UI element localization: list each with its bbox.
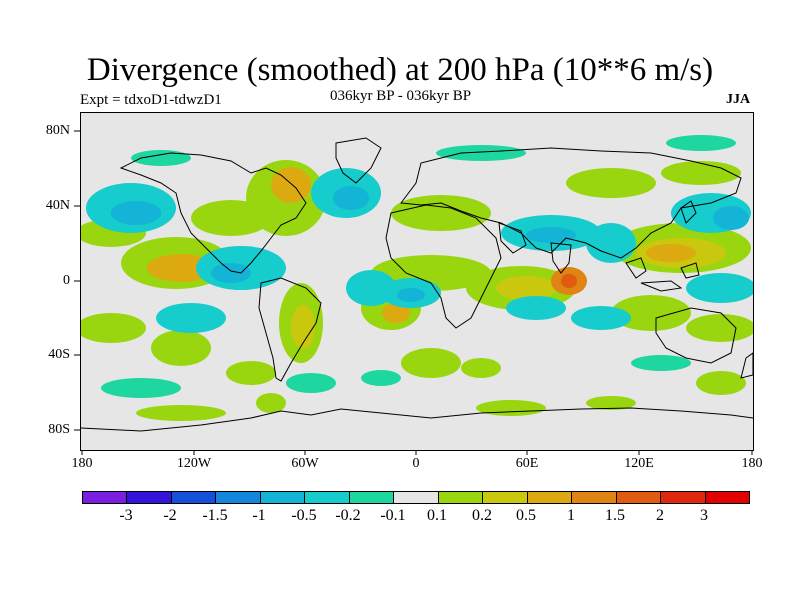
- field-region: [561, 274, 577, 288]
- colorbar-swatch: [438, 492, 484, 503]
- colorbar-swatch: [216, 492, 261, 503]
- lat-label-80n: 80N: [45, 123, 70, 138]
- field-region: [686, 314, 753, 342]
- coastlines: [81, 137, 753, 432]
- field-region: [713, 206, 749, 230]
- field-region: [586, 223, 636, 263]
- field-region: [136, 405, 226, 421]
- colorbar-label: 0.1: [427, 507, 447, 524]
- lat-label-40s: 40S: [48, 347, 70, 362]
- field-region: [571, 306, 631, 330]
- season-label: JJA: [726, 92, 751, 107]
- field-region: [382, 303, 410, 323]
- colorbar-label: -3: [119, 507, 133, 524]
- negative-regions: [86, 135, 753, 398]
- colorbar-swatch: [394, 492, 439, 503]
- colorbar-swatch: [349, 492, 395, 503]
- divergence-map: [80, 112, 754, 451]
- colorbar-swatch: [705, 492, 750, 503]
- chart-title: Divergence (smoothed) at 200 hPa (10**6 …: [86, 52, 714, 88]
- field-region: [496, 276, 556, 300]
- field-region: [666, 135, 736, 151]
- colorbar-label: 1: [567, 507, 575, 524]
- colorbar-swatch: [616, 492, 662, 503]
- colorbar-label: -0.2: [335, 507, 361, 524]
- field-region: [156, 303, 226, 333]
- colorbar-swatch: [305, 492, 350, 503]
- field-region: [631, 355, 691, 371]
- field-region: [256, 393, 286, 413]
- lon-label-120w: 120W: [176, 456, 212, 471]
- colorbar-label: 2: [656, 507, 664, 524]
- field-region: [361, 370, 401, 386]
- field-region: [111, 201, 161, 225]
- divergence-field: [81, 135, 753, 421]
- colorbar-swatch: [661, 492, 706, 503]
- lat-label-80s: 80S: [48, 422, 70, 437]
- colorbar-label: -0.5: [291, 507, 317, 524]
- lon-label-180w: 180: [71, 456, 93, 471]
- field-region: [101, 378, 181, 398]
- colorbar-label: 3: [700, 507, 708, 524]
- field-region: [506, 296, 566, 320]
- colorbar-label: 0.2: [472, 507, 492, 524]
- field-region: [291, 305, 315, 349]
- field-region: [611, 295, 691, 331]
- field-region: [81, 313, 146, 343]
- field-region: [461, 358, 501, 378]
- map-canvas: [81, 135, 753, 432]
- field-region: [333, 186, 369, 210]
- lon-label-0: 0: [412, 456, 420, 471]
- field-region: [696, 371, 746, 395]
- colorbar-swatch: [127, 492, 172, 503]
- field-region: [686, 273, 753, 303]
- field-region: [526, 227, 576, 243]
- colorbar: [82, 491, 750, 504]
- colorbar-label: 1.5: [605, 507, 625, 524]
- field-region: [586, 396, 636, 410]
- field-region: [147, 254, 215, 282]
- lon-label-180e: 180: [741, 456, 763, 471]
- colorbar-swatch: [527, 492, 573, 503]
- field-region: [131, 150, 191, 166]
- lon-label-120e: 120E: [624, 456, 654, 471]
- colorbar-swatch: [572, 492, 617, 503]
- colorbar-swatch: [260, 492, 306, 503]
- field-region: [397, 288, 425, 302]
- field-region: [566, 168, 656, 198]
- colorbar-swatch: [171, 492, 217, 503]
- experiment-label: Expt = tdxoD1-tdwzD1: [80, 92, 222, 108]
- field-region: [286, 373, 336, 393]
- lon-label-60e: 60E: [515, 456, 539, 471]
- colorbar-label: 0.5: [516, 507, 536, 524]
- colorbar-swatch: [83, 492, 128, 503]
- lon-label-60w: 60W: [291, 456, 319, 471]
- field-region: [401, 348, 461, 378]
- field-region: [211, 263, 251, 283]
- lat-label-40n: 40N: [45, 198, 70, 213]
- colorbar-label: -2: [163, 507, 177, 524]
- field-region: [226, 361, 276, 385]
- period-label: 036kyr BP - 036kyr BP: [330, 88, 472, 104]
- colorbar-swatch: [483, 492, 528, 503]
- colorbar-label: -1.5: [202, 507, 228, 524]
- lat-label-0: 0: [63, 273, 70, 288]
- field-region: [271, 167, 311, 203]
- field-region: [391, 195, 491, 231]
- field-region: [436, 145, 526, 161]
- colorbar-label: -0.1: [380, 507, 406, 524]
- field-region: [476, 400, 546, 416]
- field-region: [661, 161, 741, 185]
- colorbar-label: -1: [252, 507, 266, 524]
- field-region: [151, 330, 211, 366]
- field-region: [646, 244, 696, 262]
